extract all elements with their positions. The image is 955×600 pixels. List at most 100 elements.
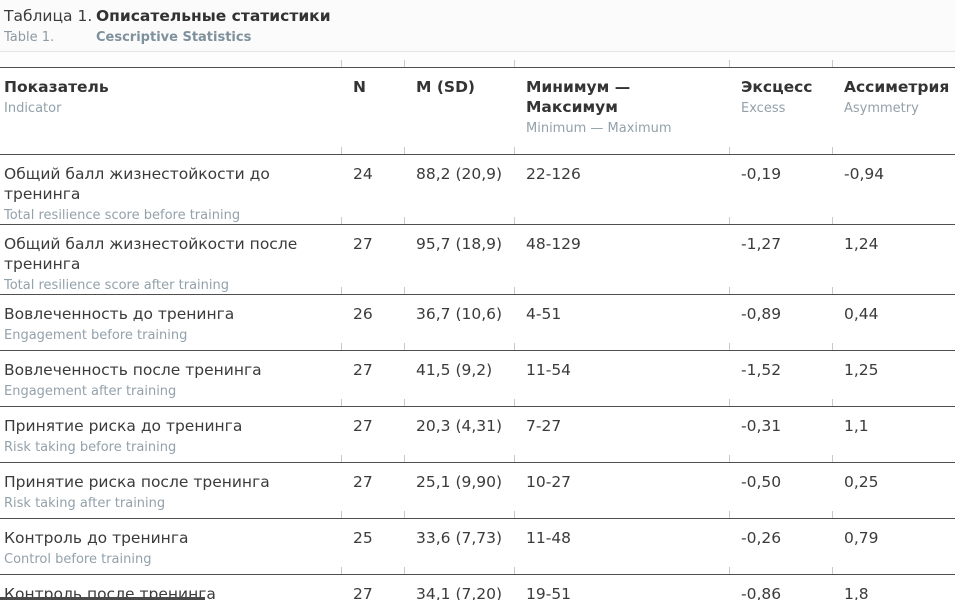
- cell-asymmetry: 0,25: [832, 455, 955, 519]
- col-header-minmax-ru: Минимум — Максимум: [526, 78, 631, 116]
- indicator-en: Engagement after training: [4, 384, 177, 399]
- indicator-en: Engagement before training: [4, 328, 188, 343]
- cell-indicator: Контроль до тренинга Control before train…: [0, 518, 342, 575]
- indicator-ru: Вовлеченность до тренинга: [4, 305, 235, 323]
- value-msd: 20,3 (4,31): [416, 417, 503, 435]
- cell-asymmetry: 1,24: [832, 217, 955, 295]
- value-minmax: 11-54: [526, 361, 572, 379]
- cell-n: 25: [341, 511, 405, 575]
- indicator-en: Risk taking before training: [4, 440, 177, 455]
- value-excess: -0,31: [741, 417, 782, 435]
- value-minmax: 7-27: [526, 417, 562, 435]
- indicator-ru: Общий балл жизнестойкости до тренинга: [4, 165, 270, 203]
- cell-msd: 34,1 (7,20): [404, 567, 515, 600]
- table-row: Вовлеченность после тренинга Engagement a…: [0, 343, 955, 407]
- caption-title-en: Cescriptive Statistics: [96, 30, 252, 45]
- cell-asymmetry: -0,94: [832, 147, 955, 225]
- indicator-ru: Вовлеченность после тренинга: [4, 361, 262, 379]
- cell-excess: -1,27: [729, 217, 833, 295]
- cell-excess: -0,19: [729, 147, 833, 225]
- col-header-minmax-en: Minimum — Maximum: [526, 121, 672, 136]
- indicator-ru: Контроль до тренинга: [4, 529, 189, 547]
- value-minmax: 10-27: [526, 473, 572, 491]
- cell-excess: -0,86: [729, 567, 833, 600]
- value-asymmetry: 1,1: [844, 417, 869, 435]
- cell-indicator: Общий балл жизнестойкости до тренинга Tot…: [0, 154, 342, 225]
- cell-msd: 20,3 (4,31): [404, 399, 515, 463]
- cell-indicator: Вовлеченность до тренинга Engagement befo…: [0, 294, 342, 351]
- indicator-en: Total resilience score before training: [4, 208, 241, 223]
- value-minmax: 48-129: [526, 235, 581, 253]
- indicator-ru: Принятие риска после тренинга: [4, 473, 270, 491]
- cell-msd: 36,7 (10,6): [404, 287, 515, 351]
- cell-indicator: Принятие риска до тренинга Risk taking be…: [0, 406, 342, 463]
- col-header-excess-en: Excess: [741, 101, 786, 116]
- value-n: 27: [353, 585, 373, 600]
- cell-n: 24: [341, 147, 405, 225]
- cell-excess: -0,31: [729, 399, 833, 463]
- value-excess: -1,27: [741, 235, 782, 253]
- table-row: Общий балл жизнестойкости после тренинга…: [0, 217, 955, 295]
- caption-title-ru: Описательные статистики: [96, 7, 331, 25]
- cell-indicator: Общий балл жизнестойкости после тренинга…: [0, 224, 342, 295]
- value-asymmetry: -0,94: [844, 165, 885, 183]
- value-minmax: 19-51: [526, 585, 572, 600]
- value-excess: -1,52: [741, 361, 782, 379]
- bottom-partial-rule: [0, 597, 205, 600]
- value-msd: 95,7 (18,9): [416, 235, 503, 253]
- cell-n: 27: [341, 343, 405, 407]
- cell-excess: -1,52: [729, 343, 833, 407]
- indicator-en: Control before training: [4, 552, 152, 567]
- table-caption: Таблица 1. Описательные статистики Table…: [0, 0, 955, 52]
- indicator-ru: Общий балл жизнестойкости после тренинга: [4, 235, 298, 273]
- cell-asymmetry: 1,1: [832, 399, 955, 463]
- table-row: Контроль до тренинга Control before train…: [0, 511, 955, 575]
- cell-minmax: 10-27: [514, 455, 730, 519]
- value-asymmetry: 0,79: [844, 529, 879, 547]
- col-header-excess: Эксцесс Excess: [729, 60, 833, 155]
- cell-indicator: Вовлеченность после тренинга Engagement a…: [0, 350, 342, 407]
- col-header-msd-ru: M (SD): [416, 78, 476, 96]
- cell-n: 26: [341, 287, 405, 351]
- value-excess: -0,86: [741, 585, 782, 600]
- caption-table-gap: [0, 52, 955, 67]
- caption-line-en: Table 1. Cescriptive Statistics: [4, 26, 955, 46]
- value-excess: -0,19: [741, 165, 782, 183]
- value-asymmetry: 1,8: [844, 585, 869, 600]
- cell-msd: 95,7 (18,9): [404, 217, 515, 295]
- value-n: 24: [353, 165, 373, 183]
- col-header-indicator: Показатель Indicator: [0, 67, 342, 155]
- value-n: 27: [353, 235, 373, 253]
- cell-excess: -0,26: [729, 511, 833, 575]
- value-msd: 88,2 (20,9): [416, 165, 503, 183]
- cell-asymmetry: 1,25: [832, 343, 955, 407]
- value-excess: -0,89: [741, 305, 782, 323]
- header-row: Показатель Indicator N M (SD) Минимум — …: [0, 60, 955, 155]
- cell-msd: 41,5 (9,2): [404, 343, 515, 407]
- cell-minmax: 11-48: [514, 511, 730, 575]
- caption-label-en: Table 1.: [4, 30, 55, 45]
- cell-indicator: Принятие риска после тренинга Risk taking…: [0, 462, 342, 519]
- cell-n: 27: [341, 217, 405, 295]
- cell-excess: -0,89: [729, 287, 833, 351]
- col-header-msd: M (SD): [404, 60, 515, 155]
- col-header-asymmetry-ru: Ассиметрия: [844, 78, 950, 96]
- col-header-n: N: [341, 60, 405, 155]
- cell-asymmetry: 1,8: [832, 567, 955, 600]
- cell-minmax: 7-27: [514, 399, 730, 463]
- cell-n: 27: [341, 455, 405, 519]
- value-minmax: 22-126: [526, 165, 581, 183]
- col-header-asymmetry-en: Asymmetry: [844, 101, 919, 116]
- indicator-ru: Принятие риска до тренинга: [4, 417, 243, 435]
- cell-minmax: 48-129: [514, 217, 730, 295]
- table-row: Общий балл жизнестойкости до тренинга Tot…: [0, 147, 955, 225]
- col-header-indicator-ru: Показатель: [4, 78, 109, 96]
- value-msd: 41,5 (9,2): [416, 361, 493, 379]
- indicator-ru: Контроль после тренинга: [4, 585, 216, 600]
- cell-n: 27: [341, 567, 405, 600]
- col-header-indicator-en: Indicator: [4, 101, 62, 116]
- cell-minmax: 22-126: [514, 147, 730, 225]
- value-asymmetry: 1,25: [844, 361, 879, 379]
